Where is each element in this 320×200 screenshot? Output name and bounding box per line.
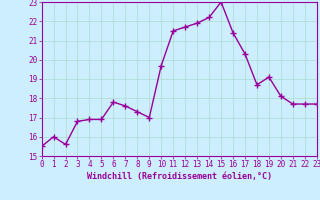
- X-axis label: Windchill (Refroidissement éolien,°C): Windchill (Refroidissement éolien,°C): [87, 172, 272, 181]
